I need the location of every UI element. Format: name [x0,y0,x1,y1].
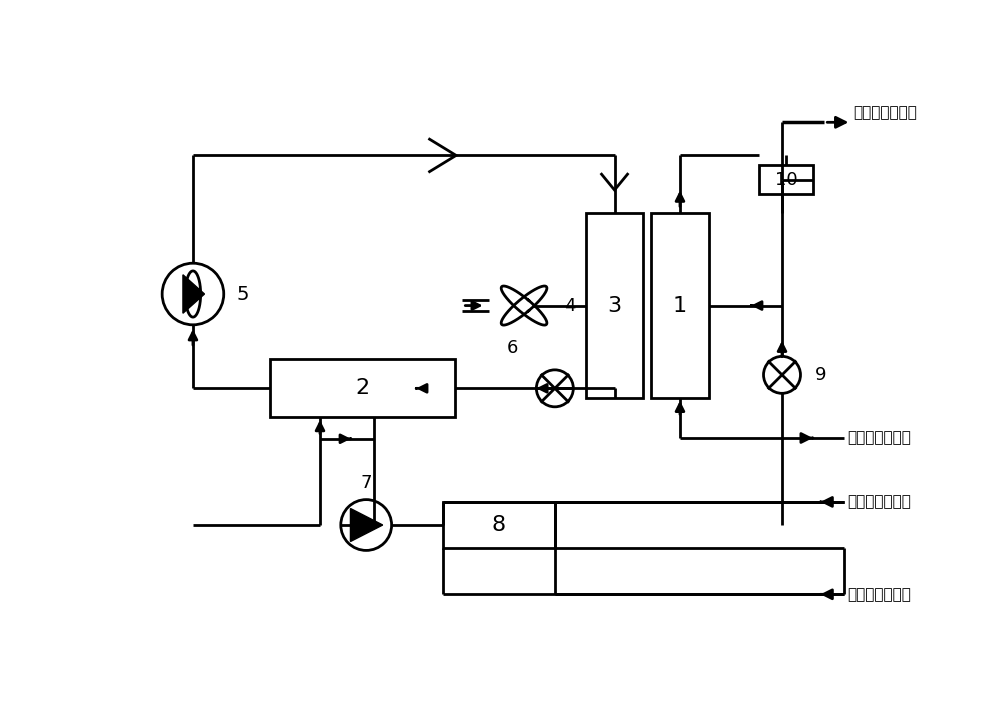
Text: 7: 7 [360,473,372,492]
Bar [586,213,643,398]
Text: 3: 3 [607,295,622,316]
Polygon shape [350,508,383,542]
Polygon shape [183,275,205,313]
Text: 2: 2 [355,379,369,398]
Text: 9: 9 [815,366,826,384]
Text: 5: 5 [237,285,249,303]
Bar [270,359,455,417]
Text: 6: 6 [507,340,518,358]
Bar [651,213,709,398]
Bar [443,502,555,548]
Text: 高温冷却水回水: 高温冷却水回水 [847,587,911,602]
Text: 8: 8 [492,515,506,535]
Text: 低温冷却水供水: 低温冷却水供水 [847,431,911,445]
Text: 低温冷却水回水: 低温冷却水回水 [847,494,911,510]
Text: 1: 1 [673,295,687,316]
Text: 高温冷却水供水: 高温冷却水供水 [853,106,917,121]
Text: 4: 4 [564,297,576,314]
Bar [759,165,813,194]
Text: 10: 10 [775,171,797,189]
